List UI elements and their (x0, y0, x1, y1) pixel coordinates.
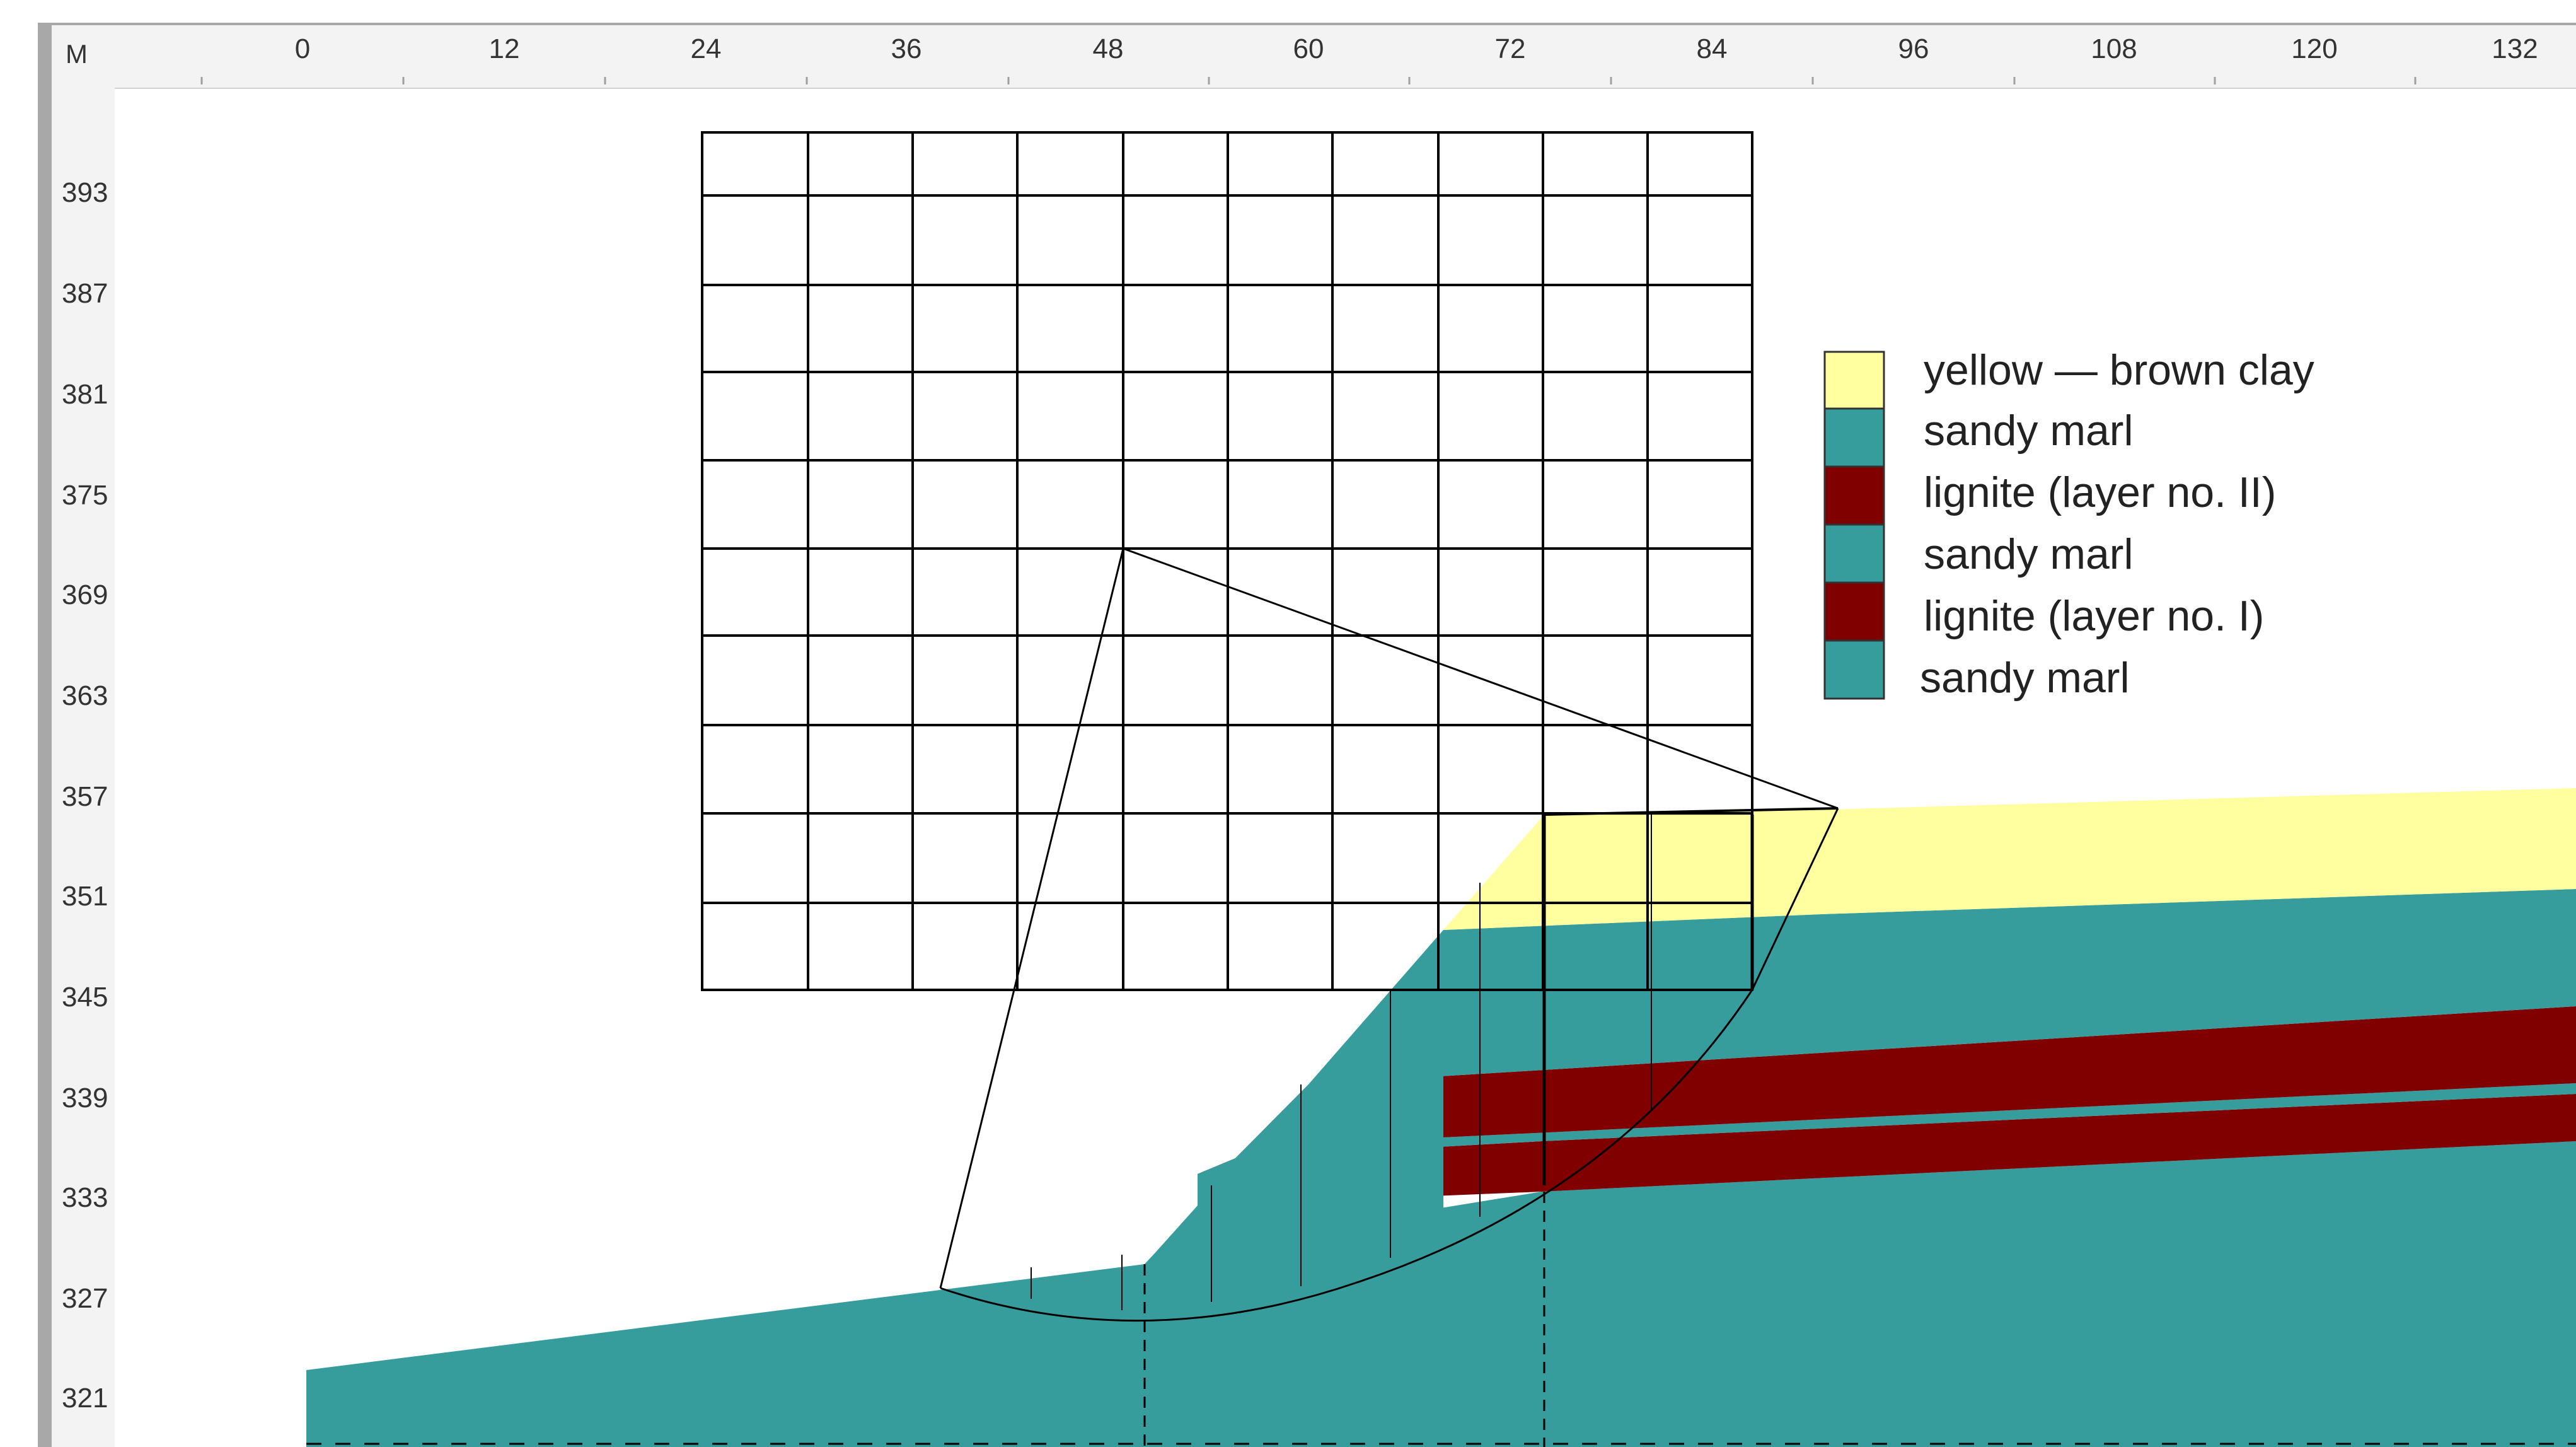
y-tick-label: 387 (62, 278, 108, 309)
x-tick-label: 84 (1697, 33, 1728, 64)
x-tick-label: 96 (1898, 33, 1929, 64)
y-tick-label: 321 (62, 1383, 108, 1414)
y-ruler-ticks: 393 387 381 375 369 363 357 351 345 339 … (62, 177, 108, 1414)
legend-swatch-clay (1823, 351, 1885, 410)
legend: yellow — brown clay sandy marl lignite (… (1823, 346, 2314, 702)
ruler-unit-label: M (66, 39, 88, 69)
sandy-marl-middle-layer (1235, 1083, 2576, 1158)
x-ruler-ticks: 0 12 24 36 48 60 72 84 96 108 120 132 (295, 33, 2538, 64)
y-tick-label: 327 (62, 1283, 108, 1314)
x-tick-label: 60 (1293, 33, 1324, 64)
y-tick-label: 363 (62, 680, 108, 711)
y-tick-label: 345 (62, 982, 108, 1013)
y-tick-label: 339 (62, 1083, 108, 1113)
legend-label: yellow — brown clay (1924, 346, 2314, 394)
slip-surface-analysis (306, 547, 2576, 1447)
x-tick-label: 132 (2492, 33, 2538, 64)
arc-icon (940, 808, 1839, 1322)
y-tick-label: 375 (62, 480, 108, 511)
x-tick-label: 12 (489, 33, 520, 64)
x-tick-label: 24 (691, 33, 722, 64)
legend-label: lignite (layer no. I) (1924, 592, 2264, 640)
x-tick-label: 108 (2091, 33, 2137, 64)
legend-swatch-marl (1823, 407, 1885, 468)
legend-label: sandy marl (1924, 407, 2134, 455)
x-tick-label: 72 (1495, 33, 1526, 64)
x-tick-label: 120 (2291, 33, 2337, 64)
legend-swatch-lignite-1 (1823, 581, 1885, 642)
legend-swatch-marl (1823, 523, 1885, 584)
yellow-brown-clay-layer (1443, 788, 2576, 930)
search-grid (701, 131, 1753, 991)
legend-label: lignite (layer no. II) (1924, 468, 2276, 516)
x-tick-label: 0 (295, 33, 310, 64)
x-tick-label: 36 (891, 33, 922, 64)
y-tick-label: 393 (62, 177, 108, 208)
x-ruler-minor-ticks (200, 77, 2417, 84)
soil-profile (306, 788, 2576, 1447)
legend-label: sandy marl (1920, 654, 2130, 702)
legend-label: sandy marl (1924, 530, 2134, 578)
y-tick-label: 351 (62, 881, 108, 912)
x-tick-label: 48 (1093, 33, 1124, 64)
legend-swatch-lignite-2 (1823, 465, 1885, 526)
y-tick-label: 369 (62, 579, 108, 610)
slope-crest-edge (1544, 807, 1839, 816)
radius-lines (939, 547, 1839, 1289)
legend-swatch-marl (1823, 639, 1885, 700)
y-tick-label: 381 (62, 379, 108, 410)
upper-marl-slope-fill (1145, 930, 1443, 1447)
lignite-layer-2 (1235, 1006, 2576, 1158)
y-tick-label: 357 (62, 781, 108, 812)
y-tick-label: 333 (62, 1182, 108, 1213)
lignite-layer-1 (1198, 1094, 2576, 1206)
sandy-marl-upper-layer (1308, 889, 2576, 1084)
